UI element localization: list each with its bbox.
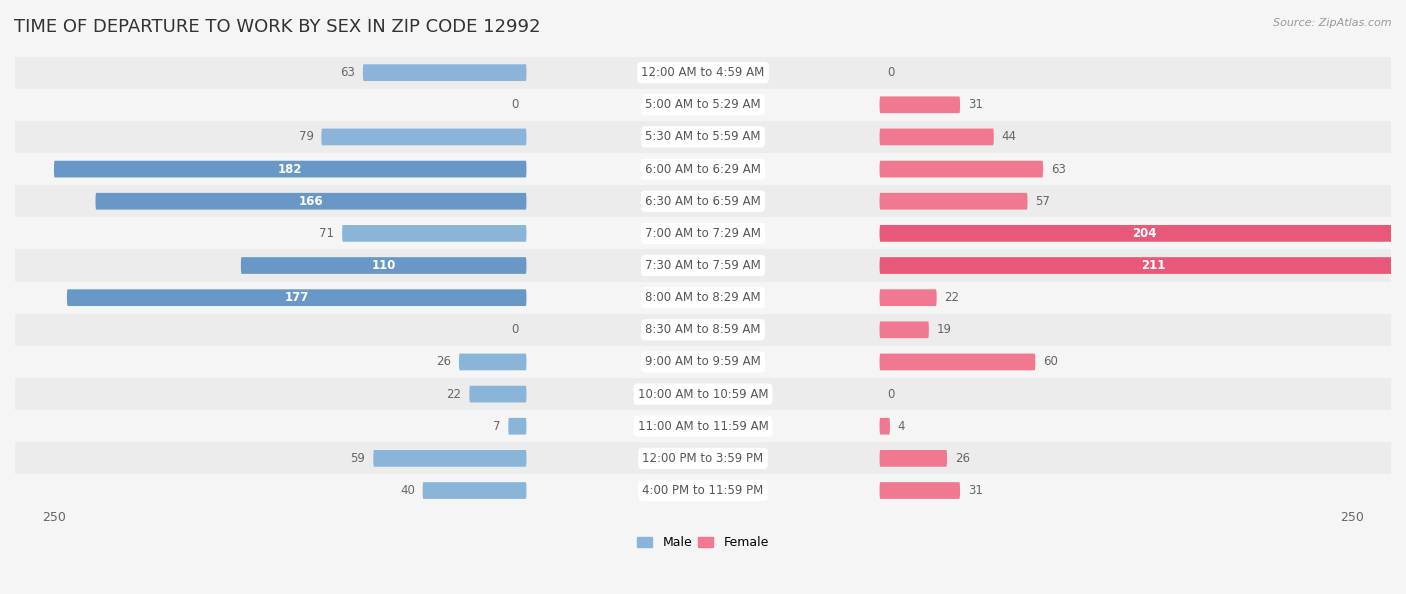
Text: 5:30 AM to 5:59 AM: 5:30 AM to 5:59 AM: [645, 131, 761, 143]
Text: 110: 110: [371, 259, 396, 272]
FancyBboxPatch shape: [96, 193, 526, 210]
FancyBboxPatch shape: [880, 161, 1043, 178]
FancyBboxPatch shape: [15, 217, 1391, 249]
FancyBboxPatch shape: [15, 378, 1391, 410]
FancyBboxPatch shape: [15, 475, 1391, 507]
FancyBboxPatch shape: [880, 418, 890, 435]
FancyBboxPatch shape: [470, 386, 526, 403]
Text: 177: 177: [284, 291, 309, 304]
FancyBboxPatch shape: [15, 346, 1391, 378]
Text: 6:00 AM to 6:29 AM: 6:00 AM to 6:29 AM: [645, 163, 761, 176]
FancyBboxPatch shape: [880, 128, 994, 146]
FancyBboxPatch shape: [15, 153, 1391, 185]
Text: 4:00 PM to 11:59 PM: 4:00 PM to 11:59 PM: [643, 484, 763, 497]
FancyBboxPatch shape: [15, 56, 1391, 89]
Text: 79: 79: [298, 131, 314, 143]
Text: 182: 182: [278, 163, 302, 176]
Text: 60: 60: [1043, 355, 1057, 368]
FancyBboxPatch shape: [880, 321, 929, 338]
Text: 166: 166: [298, 195, 323, 208]
Text: 4: 4: [897, 420, 905, 433]
FancyBboxPatch shape: [880, 353, 1035, 370]
Text: 71: 71: [319, 227, 335, 240]
Text: 7:30 AM to 7:59 AM: 7:30 AM to 7:59 AM: [645, 259, 761, 272]
FancyBboxPatch shape: [67, 289, 526, 306]
Text: 40: 40: [399, 484, 415, 497]
Text: 9:00 AM to 9:59 AM: 9:00 AM to 9:59 AM: [645, 355, 761, 368]
FancyBboxPatch shape: [322, 128, 526, 146]
Text: 31: 31: [967, 98, 983, 111]
FancyBboxPatch shape: [880, 289, 936, 306]
Text: 26: 26: [436, 355, 451, 368]
Text: 7:00 AM to 7:29 AM: 7:00 AM to 7:29 AM: [645, 227, 761, 240]
Text: 12:00 PM to 3:59 PM: 12:00 PM to 3:59 PM: [643, 452, 763, 465]
FancyBboxPatch shape: [342, 225, 526, 242]
FancyBboxPatch shape: [373, 450, 526, 467]
Text: 11:00 AM to 11:59 AM: 11:00 AM to 11:59 AM: [638, 420, 768, 433]
FancyBboxPatch shape: [15, 443, 1391, 475]
FancyBboxPatch shape: [15, 282, 1391, 314]
FancyBboxPatch shape: [15, 314, 1391, 346]
FancyBboxPatch shape: [880, 96, 960, 113]
Text: 8:30 AM to 8:59 AM: 8:30 AM to 8:59 AM: [645, 323, 761, 336]
Text: 10:00 AM to 10:59 AM: 10:00 AM to 10:59 AM: [638, 388, 768, 400]
Text: 8:00 AM to 8:29 AM: 8:00 AM to 8:29 AM: [645, 291, 761, 304]
Text: 22: 22: [945, 291, 959, 304]
FancyBboxPatch shape: [53, 161, 526, 178]
Text: 44: 44: [1001, 131, 1017, 143]
Text: TIME OF DEPARTURE TO WORK BY SEX IN ZIP CODE 12992: TIME OF DEPARTURE TO WORK BY SEX IN ZIP …: [14, 18, 540, 36]
Text: 19: 19: [936, 323, 952, 336]
FancyBboxPatch shape: [15, 410, 1391, 443]
Text: 12:00 AM to 4:59 AM: 12:00 AM to 4:59 AM: [641, 66, 765, 79]
FancyBboxPatch shape: [15, 121, 1391, 153]
FancyBboxPatch shape: [880, 482, 960, 499]
FancyBboxPatch shape: [15, 185, 1391, 217]
FancyBboxPatch shape: [240, 257, 526, 274]
Text: 0: 0: [512, 98, 519, 111]
Text: 5:00 AM to 5:29 AM: 5:00 AM to 5:29 AM: [645, 98, 761, 111]
FancyBboxPatch shape: [15, 249, 1391, 282]
Text: 59: 59: [350, 452, 366, 465]
Text: 63: 63: [1050, 163, 1066, 176]
Text: 6:30 AM to 6:59 AM: 6:30 AM to 6:59 AM: [645, 195, 761, 208]
FancyBboxPatch shape: [880, 225, 1406, 242]
FancyBboxPatch shape: [458, 353, 526, 370]
FancyBboxPatch shape: [509, 418, 526, 435]
Text: Source: ZipAtlas.com: Source: ZipAtlas.com: [1274, 18, 1392, 28]
Text: 204: 204: [1132, 227, 1157, 240]
Text: 0: 0: [512, 323, 519, 336]
Text: 26: 26: [955, 452, 970, 465]
Text: 211: 211: [1142, 259, 1166, 272]
FancyBboxPatch shape: [880, 193, 1028, 210]
FancyBboxPatch shape: [15, 89, 1391, 121]
FancyBboxPatch shape: [880, 257, 1406, 274]
Legend: Male, Female: Male, Female: [633, 532, 773, 554]
FancyBboxPatch shape: [423, 482, 526, 499]
Text: 63: 63: [340, 66, 356, 79]
Text: 22: 22: [447, 388, 461, 400]
Text: 0: 0: [887, 66, 894, 79]
FancyBboxPatch shape: [363, 64, 526, 81]
Text: 31: 31: [967, 484, 983, 497]
FancyBboxPatch shape: [880, 450, 948, 467]
Text: 7: 7: [494, 420, 501, 433]
Text: 57: 57: [1035, 195, 1050, 208]
Text: 0: 0: [887, 388, 894, 400]
